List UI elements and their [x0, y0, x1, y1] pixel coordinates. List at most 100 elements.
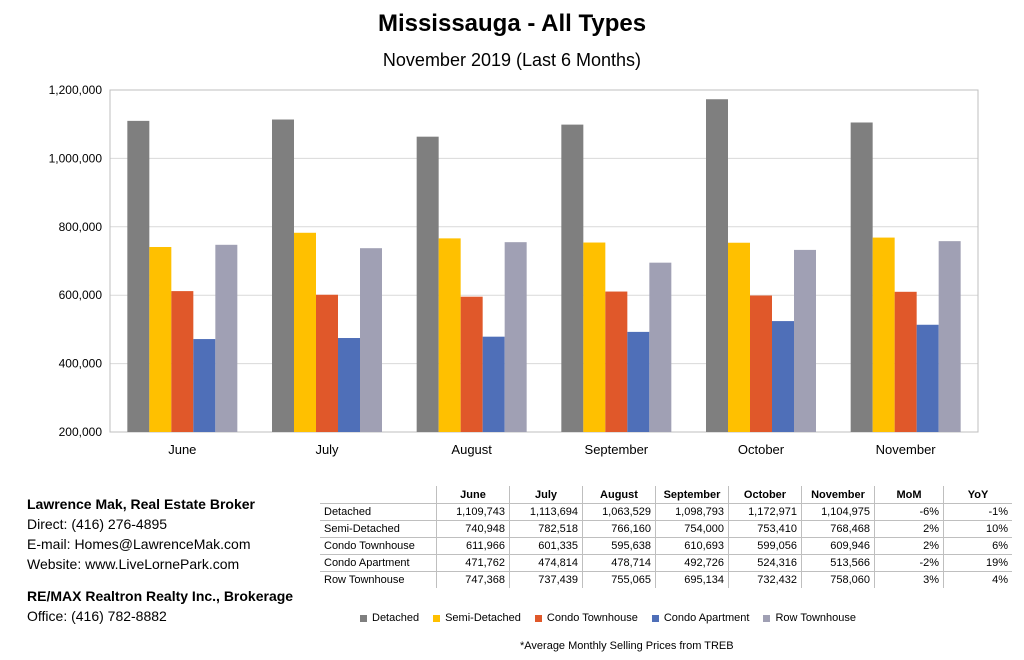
table-cell: 1,113,694 — [509, 503, 583, 521]
x-tick-label: July — [315, 442, 339, 457]
bar-row-townhouse — [649, 262, 672, 432]
legend-label: Condo Apartment — [663, 612, 750, 624]
chart-subtitle: November 2019 (Last 6 Months) — [382, 50, 642, 70]
bar-condo-apartment — [916, 324, 939, 432]
bar-semi-detached — [438, 238, 461, 432]
table-header-cell: August — [582, 486, 656, 504]
bar-condo-apartment — [772, 321, 794, 432]
table-cell: 754,000 — [655, 520, 729, 538]
table-cell: 524,316 — [728, 554, 802, 572]
table-row: Condo Apartment 471,762 474,814 478,714 492,… — [320, 554, 1012, 572]
legend-swatch — [651, 614, 659, 622]
table-cell: 492,726 — [655, 554, 729, 572]
table-cell: 4% — [943, 571, 1012, 588]
table-cell: -6% — [874, 503, 944, 521]
legend-label: Row Townhouse — [775, 612, 856, 624]
email: E-mail: Homes@LawrenceMak.com — [27, 536, 251, 552]
legend-item: Condo Apartment — [651, 612, 750, 624]
bar-row-townhouse — [938, 241, 961, 432]
bar-condo-townhouse — [605, 291, 628, 432]
table-cell: -2% — [874, 554, 944, 572]
bar-detached — [850, 122, 873, 433]
bar-semi-detached — [872, 237, 895, 432]
legend-label: Semi-Detached — [445, 612, 521, 624]
plot-area — [109, 89, 979, 433]
footnote: *Average Monthly Selling Prices from TRE… — [520, 640, 734, 652]
legend-item: Condo Townhouse — [534, 612, 638, 624]
table-cell: 1,172,971 — [728, 503, 802, 521]
x-tick-label: October — [738, 442, 785, 457]
table-cell: 732,432 — [728, 571, 802, 588]
table-cell: 758,060 — [801, 571, 875, 588]
x-tick-label: September — [585, 442, 649, 457]
x-tick-label: November — [876, 442, 937, 457]
table-cell: 601,335 — [509, 537, 583, 555]
bar-row-townhouse — [794, 249, 816, 432]
table-header-row: June July August September October Novem… — [320, 486, 1012, 504]
legend-swatch — [534, 614, 542, 622]
table-row-label: Row Townhouse — [320, 571, 437, 588]
table-row: Detached 1,109,743 1,113,694 1,063,529 1,098… — [320, 503, 1012, 521]
y-tick-label: 800,000 — [59, 220, 103, 234]
bar-condo-apartment — [482, 336, 505, 432]
legend-item: Detached — [360, 612, 419, 624]
table-cell: 611,966 — [436, 537, 510, 555]
bar-semi-detached — [294, 232, 316, 432]
table-cell: 19% — [943, 554, 1012, 572]
website: Website: www.LiveLornePark.com — [27, 556, 240, 572]
table-row-label: Semi-Detached — [320, 520, 437, 538]
table-header-cell: MoM — [874, 486, 944, 504]
x-tick-label: June — [168, 442, 196, 457]
table-row-label: Condo Townhouse — [320, 537, 437, 555]
chart-title: Mississauga - All Types — [377, 10, 647, 37]
bar-row-townhouse — [360, 248, 382, 432]
price-table: June July August September October Novem… — [320, 486, 1012, 588]
bar-condo-townhouse — [171, 291, 194, 432]
table-header-cell: October — [728, 486, 802, 504]
bar-condo-apartment — [627, 331, 650, 432]
table-cell: 1,098,793 — [655, 503, 729, 521]
bar-condo-apartment — [338, 338, 360, 432]
table-cell: 471,762 — [436, 554, 510, 572]
table-cell: 755,065 — [582, 571, 656, 588]
table-cell: 766,160 — [582, 520, 656, 538]
table-cell: 595,638 — [582, 537, 656, 555]
table-cell: 740,948 — [436, 520, 510, 538]
table-row: Row Townhouse 747,368 737,439 755,065 695,13… — [320, 571, 1012, 588]
bar-semi-detached — [728, 242, 750, 432]
legend-swatch — [433, 614, 441, 622]
table-cell: -1% — [943, 503, 1012, 521]
table-cell: 768,468 — [801, 520, 875, 538]
table-cell: 695,134 — [655, 571, 729, 588]
broker-name: Lawrence Mak, Real Estate Broker — [27, 496, 255, 512]
bar-chart: 200,000 400,000 600,000 800,000 1,000,000 1,2… — [49, 83, 979, 457]
y-tick-label: 200,000 — [59, 425, 103, 439]
table-header-cell: September — [655, 486, 729, 504]
table-row: Semi-Detached 740,948 782,518 766,160 754,00… — [320, 520, 1012, 538]
legend-label: Detached — [372, 612, 420, 624]
bar-condo-townhouse — [460, 296, 483, 432]
brokerage-name: RE/MAX Realtron Realty Inc., Brokerage — [27, 588, 294, 604]
table-cell: 474,814 — [509, 554, 583, 572]
table-row: Condo Townhouse 611,966 601,335 595,638 610,… — [320, 537, 1012, 555]
table-row-label: Detached — [320, 503, 437, 521]
bar-condo-townhouse — [750, 295, 772, 432]
table-body: Detached 1,109,743 1,113,694 1,063,529 1,098… — [320, 503, 1012, 588]
table-cell: 1,109,743 — [436, 503, 510, 521]
table-cell: 513,566 — [801, 554, 875, 572]
table-header-cell: July — [509, 486, 583, 504]
table-header-cell: November — [801, 486, 875, 504]
table-cell: 747,368 — [436, 571, 510, 588]
bar-condo-townhouse — [316, 294, 338, 432]
bar-row-townhouse — [215, 244, 238, 432]
table-cell: 6% — [943, 537, 1012, 555]
table-header-cell: YoY — [943, 486, 1012, 504]
legend-swatch — [360, 614, 367, 622]
bar-row-townhouse — [504, 242, 527, 432]
table-cell: 599,056 — [728, 537, 802, 555]
table-cell: 2% — [874, 537, 944, 555]
y-tick-label: 1,000,000 — [49, 151, 103, 165]
bar-semi-detached — [149, 246, 172, 432]
table-cell: 3% — [874, 571, 944, 588]
bar-detached — [706, 99, 728, 432]
